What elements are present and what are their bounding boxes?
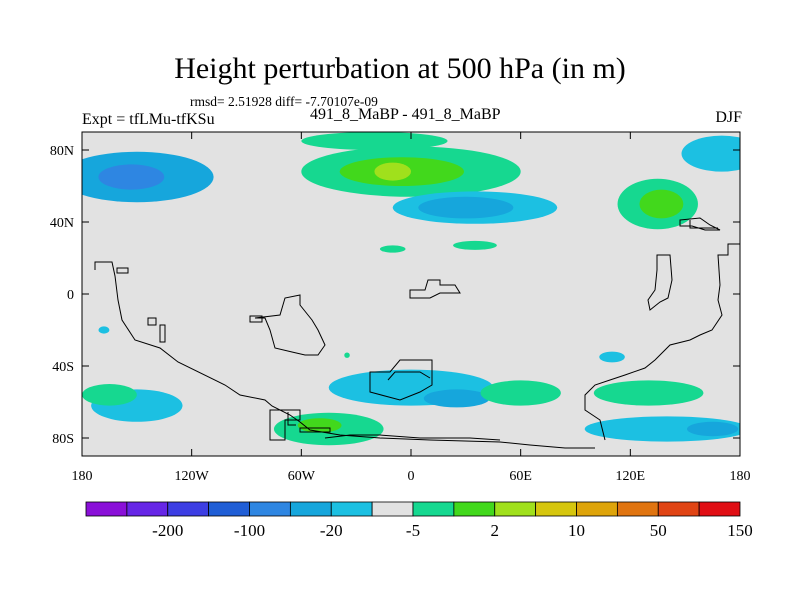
colorbar-swatch <box>371 501 414 517</box>
x-tick-label: 180 <box>72 469 93 484</box>
contour-pacific-high-east-core <box>639 189 684 219</box>
x-tick-label: 60E <box>509 469 532 484</box>
chart-title: Height perturbation at 500 hPa (in m) <box>174 52 626 85</box>
colorbar-label: 150 <box>727 521 753 540</box>
x-tick-label: 120W <box>175 469 210 484</box>
season-label: DJF <box>715 109 742 126</box>
colorbar-label: -20 <box>320 521 343 540</box>
coastlines <box>94 217 740 449</box>
contour-subtropic-cell-2 <box>453 240 497 250</box>
coastline-island-west <box>254 294 326 356</box>
contour-field <box>82 132 740 446</box>
colorbar-label: -100 <box>234 521 265 540</box>
colorbar-swatch <box>494 501 537 517</box>
coastline-small-rect <box>116 267 129 274</box>
run-label: 491_8_MaBP - 491_8_MaBP <box>310 106 501 123</box>
experiment-label: Expt = tfLMu-tfKSu <box>82 111 215 128</box>
contour-tropical-cell-2 <box>599 351 625 363</box>
y-tick-label: 0 <box>67 288 74 303</box>
coastline-africa-tip <box>369 359 433 401</box>
colorbar-swatch <box>289 501 332 517</box>
coastline-north-east <box>689 220 718 229</box>
contour-eurasia-low-core <box>418 196 514 219</box>
coastline-island-south <box>147 317 157 326</box>
coastline-east <box>584 243 740 441</box>
y-tick-label: 40S <box>52 360 74 375</box>
colorbar-swatch <box>576 501 618 517</box>
contour-tropical-cell-1 <box>98 326 110 334</box>
colorbar-swatch <box>208 501 250 517</box>
coastline-island-south-2 <box>159 324 166 343</box>
contour-south-band-west-green <box>82 384 137 406</box>
contour-pacific-south-high <box>593 380 704 406</box>
colorbar-swatch <box>412 501 455 517</box>
colorbar-swatch <box>126 501 169 517</box>
coastline-ne <box>679 217 721 231</box>
y-tick-label: 80N <box>50 144 74 159</box>
colorbar-label: 2 <box>491 521 500 540</box>
contour-south-band-atlantic-core <box>423 389 490 408</box>
colorbar-label: -200 <box>152 521 183 540</box>
coastline-mid-antarctic <box>324 434 501 441</box>
colorbar-swatch <box>85 501 128 517</box>
coastline-africa-upper <box>387 371 431 381</box>
coastline-south-america <box>94 261 595 449</box>
contour-subtropic-cell-1 <box>379 245 406 253</box>
contour-pacific-low-north-core <box>98 164 165 190</box>
colorbar: -200 -100 -20 -5 2 10 50 150 <box>85 501 753 540</box>
colorbar-label: 10 <box>568 521 585 540</box>
contour-atlantic-high-north-core <box>374 162 411 181</box>
x-tick-label: 0 <box>408 469 415 484</box>
x-tick-label: 180 <box>730 469 751 484</box>
colorbar-swatch <box>330 501 373 517</box>
colorbar-swatch <box>167 501 210 517</box>
y-tick-label: 80S <box>52 432 74 447</box>
colorbar-label: 50 <box>650 521 667 540</box>
contour-indian-ocean-high <box>480 380 561 406</box>
colorbar-swatch <box>616 501 659 517</box>
colorbar-swatch <box>535 501 577 517</box>
contour-southern-pacific-low-core <box>686 421 739 437</box>
x-tick-label: 60W <box>288 469 316 484</box>
colorbar-swatch <box>698 501 741 517</box>
contour-arctic-low-east <box>681 135 740 172</box>
coastline-east-inner <box>647 254 673 311</box>
contour-tropical-cell-3 <box>344 352 350 358</box>
contour-arctic-high <box>301 132 448 150</box>
coastline-shelf <box>299 427 331 433</box>
colorbar-swatch <box>249 501 291 517</box>
x-tick-label: 120E <box>616 469 646 484</box>
coastline-south-west <box>269 409 301 441</box>
coastline-block <box>249 315 263 323</box>
colorbar-swatch <box>657 501 700 517</box>
colorbar-swatch <box>453 501 496 517</box>
y-tick-label: 40N <box>50 216 74 231</box>
coastline-eq-block <box>409 279 461 299</box>
axes: 180 120W 60W 0 60E 120E 180 80N 40N 0 40S 80S <box>50 132 751 484</box>
colorbar-label: -5 <box>406 521 420 540</box>
coastline-peninsula <box>287 412 296 426</box>
stats-text: rmsd= 2.51928 diff= -7.70107e-09 <box>190 94 378 109</box>
